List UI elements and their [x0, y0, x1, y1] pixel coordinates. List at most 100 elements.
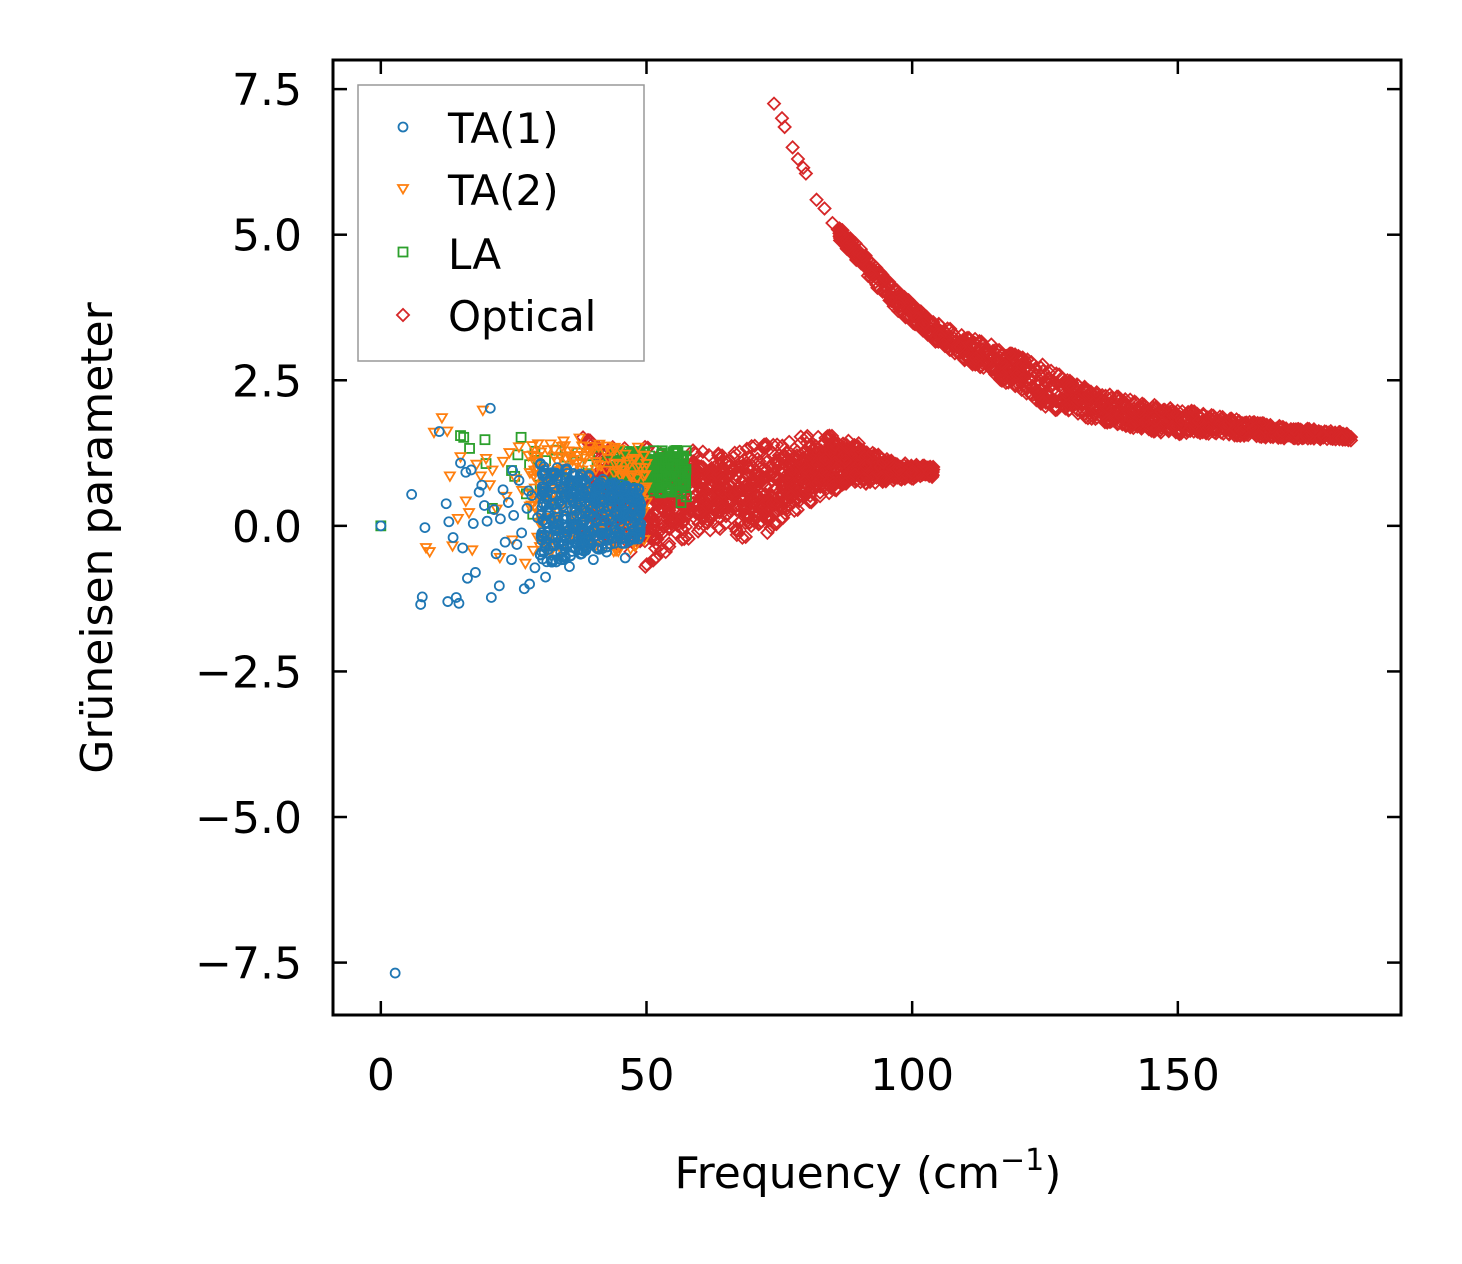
- y-tick-label: −5.0: [195, 793, 302, 844]
- ta1-point: [569, 523, 581, 535]
- optical-point: [1153, 404, 1169, 419]
- y-tick-label: −2.5: [195, 647, 302, 698]
- ta1-point: [627, 502, 639, 514]
- la-point: [662, 485, 674, 497]
- optical-point: [1109, 411, 1125, 426]
- ta1-point: [564, 561, 575, 573]
- la-point: [479, 434, 491, 446]
- optical-point: [769, 470, 784, 485]
- optical-point: [1064, 378, 1079, 394]
- optical-point: [714, 453, 730, 469]
- ta1-point: [516, 527, 528, 539]
- optical-point: [963, 336, 979, 352]
- ta1-point: [537, 470, 549, 482]
- optical-point: [766, 516, 782, 532]
- ta2-point: [608, 442, 622, 454]
- ta1-point: [559, 473, 571, 485]
- ta1-point: [529, 562, 541, 574]
- optical-point: [738, 490, 753, 506]
- optical-point: [898, 309, 913, 324]
- optical-point: [785, 139, 800, 155]
- optical-point: [769, 437, 785, 453]
- optical-point: [768, 494, 784, 510]
- ta1-point: [539, 529, 550, 540]
- optical-point: [787, 503, 802, 519]
- optical-point: [925, 459, 941, 475]
- ta1-point: [541, 493, 552, 505]
- optical-point: [717, 516, 733, 531]
- ta2-point: [525, 500, 539, 512]
- ta1-point: [539, 540, 551, 552]
- optical-point: [1045, 393, 1061, 408]
- optical-point: [945, 333, 961, 349]
- optical-point: [1019, 359, 1034, 375]
- ta2-point: [636, 471, 650, 483]
- optical-point: [726, 519, 742, 535]
- optical-point: [826, 439, 841, 455]
- optical-point: [790, 151, 806, 167]
- ta2-point: [440, 426, 454, 438]
- ta1-point: [583, 471, 595, 483]
- axis-ticks: [333, 60, 1401, 1015]
- ta1-point: [618, 481, 630, 493]
- ta2-point: [611, 459, 625, 471]
- ta2-point: [582, 448, 596, 460]
- optical-point: [1088, 411, 1103, 427]
- optical-point: [739, 506, 755, 521]
- optical-point: [811, 472, 827, 488]
- ta1-point: [488, 504, 500, 515]
- optical-point: [923, 327, 938, 343]
- optical-point: [1058, 387, 1074, 403]
- ta1-point: [615, 479, 627, 490]
- optical-point: [677, 499, 693, 515]
- optical-point: [1071, 392, 1087, 408]
- optical-point: [1051, 367, 1067, 382]
- x-tick-label: 100: [870, 1050, 954, 1101]
- ta1-point: [633, 505, 644, 517]
- ta1-point: [450, 592, 462, 603]
- ta1-point: [603, 513, 615, 525]
- ta1-point: [447, 532, 459, 543]
- ta2-point: [575, 441, 589, 453]
- optical-point: [1264, 419, 1280, 435]
- optical-point: [1203, 419, 1218, 435]
- ta1-point: [593, 482, 605, 493]
- ta1-point: [611, 507, 623, 519]
- data-layer: [375, 96, 1359, 979]
- optical-point: [658, 544, 674, 560]
- optical-point: [795, 160, 811, 176]
- ta1-point: [542, 507, 554, 519]
- optical-point: [1084, 411, 1100, 426]
- x-axis-title-superscript: −1: [1000, 1143, 1044, 1178]
- ta1-point: [564, 523, 576, 534]
- la-point: [657, 447, 668, 459]
- ta2-point: [479, 453, 493, 466]
- optical-point: [833, 227, 848, 243]
- optical-point: [841, 236, 856, 251]
- optical-point: [1028, 360, 1044, 376]
- optical-point: [653, 543, 669, 558]
- optical-point: [1236, 416, 1251, 432]
- ta2-point: [625, 470, 639, 482]
- optical-point: [1204, 407, 1219, 423]
- ta2-point: [465, 545, 479, 557]
- optical-point: [701, 447, 717, 463]
- optical-point: [701, 478, 717, 494]
- ta1-point: [534, 549, 546, 561]
- ta1-point: [524, 578, 535, 590]
- optical-point: [669, 518, 685, 533]
- optical-point: [1089, 387, 1104, 402]
- legend-marker-ta2: [396, 184, 410, 196]
- ta2-point: [518, 558, 532, 570]
- optical-point: [773, 460, 789, 476]
- optical-point: [922, 465, 937, 480]
- ta1-point: [548, 483, 559, 494]
- ta1-point: [462, 572, 473, 584]
- optical-point: [780, 470, 795, 485]
- ta1-point: [460, 466, 472, 478]
- optical-point: [738, 529, 754, 545]
- optical-point: [1088, 400, 1104, 415]
- optical-point: [859, 258, 875, 274]
- optical-point: [812, 485, 828, 500]
- optical-point: [821, 485, 837, 501]
